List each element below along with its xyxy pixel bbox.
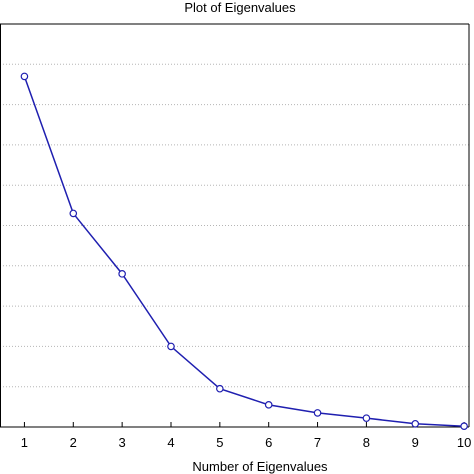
x-tick-label: 5 — [216, 435, 223, 450]
data-point — [460, 422, 468, 430]
x-tick-label: 6 — [265, 435, 272, 450]
x-tick-label: 3 — [119, 435, 126, 450]
x-tick-label: 9 — [412, 435, 419, 450]
data-point — [167, 342, 175, 351]
x-tick-label: 8 — [363, 435, 370, 450]
x-tick-label: 10 — [457, 435, 471, 450]
x-axis-label: Number of Eigenvalues — [192, 459, 328, 474]
data-point — [118, 270, 126, 278]
x-tick-label: 2 — [70, 435, 77, 450]
data-point — [411, 419, 420, 428]
x-tick-label: 4 — [167, 435, 174, 450]
series-layer — [20, 72, 468, 430]
data-point — [264, 401, 273, 409]
series-line — [23, 76, 465, 427]
data-point — [69, 209, 78, 218]
data-point — [216, 384, 224, 393]
x-tick-label: 7 — [314, 435, 321, 450]
data-point — [313, 409, 322, 417]
grid-lines — [0, 63, 469, 388]
x-tick-label: 1 — [21, 435, 28, 450]
x-axis-ticks: 1 2 3 4 5 6 7 8 9 10 — [21, 422, 471, 450]
data-point — [362, 414, 371, 422]
data-point — [20, 72, 29, 81]
chart-title: Plot of Eigenvalues — [184, 0, 296, 15]
